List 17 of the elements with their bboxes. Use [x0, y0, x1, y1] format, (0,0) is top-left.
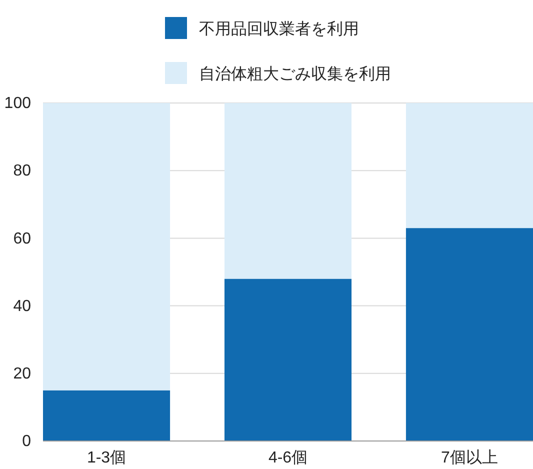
- y-tick-label: 60: [13, 230, 32, 248]
- y-tick-label: 100: [4, 95, 32, 112]
- x-tick-label: 1-3個: [86, 449, 126, 466]
- bar: [406, 228, 533, 441]
- bar: [43, 390, 170, 441]
- bar: [224, 103, 352, 279]
- bar: [406, 103, 533, 228]
- y-tick-label: 20: [13, 366, 32, 383]
- legend-label: 自治体粗大ごみ収集を利用: [199, 64, 391, 83]
- x-tick-label: 4-6個: [268, 449, 308, 466]
- x-tick-label: 7個以上: [441, 448, 498, 466]
- y-tick-label: 80: [13, 162, 32, 180]
- bar: [43, 103, 170, 390]
- y-tick-label: 40: [13, 298, 32, 315]
- y-tick-label: 0: [22, 433, 32, 450]
- bar: [224, 278, 352, 441]
- legend-label: 不用品回収業者を利用: [199, 19, 359, 38]
